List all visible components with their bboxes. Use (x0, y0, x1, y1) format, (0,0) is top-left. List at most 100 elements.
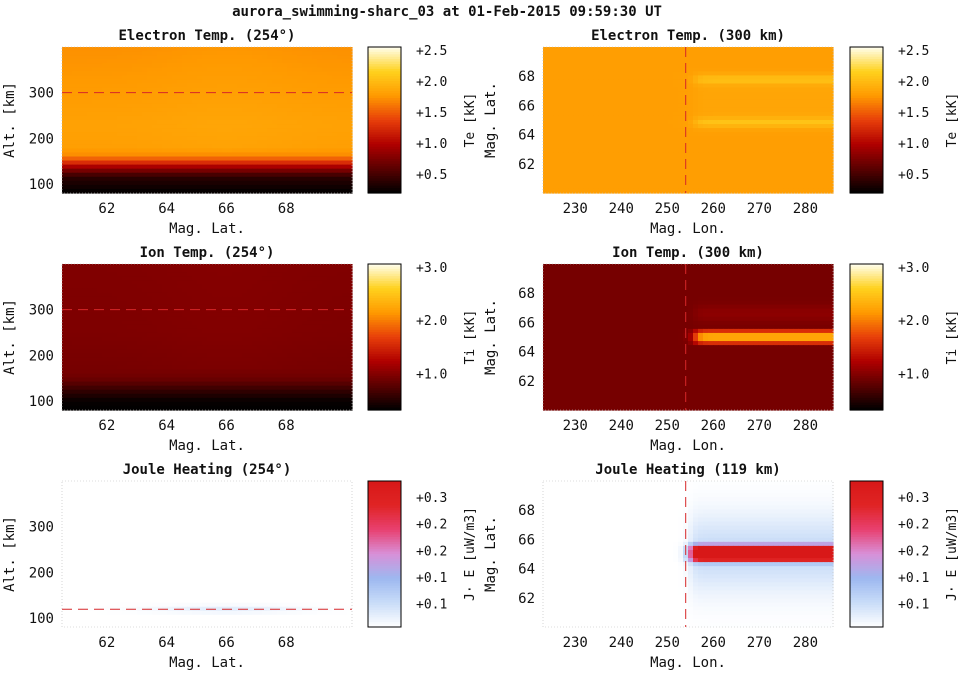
heatmap-cell (773, 107, 779, 113)
heatmap-cell (648, 51, 654, 56)
heatmap-cell (142, 172, 148, 178)
heatmap-cell (678, 83, 684, 89)
heatmap-cell (613, 71, 619, 76)
heatmap-cell (162, 292, 168, 298)
heatmap-cell (172, 79, 178, 85)
heatmap-cell (122, 172, 128, 178)
heatmap-cell (157, 296, 163, 302)
heatmap-cell (603, 75, 609, 81)
heatmap-cell (297, 95, 303, 101)
heatmap-cell (773, 51, 779, 56)
heatmap-cell (708, 47, 714, 52)
heatmap-cell (137, 99, 143, 105)
heatmap-cell (628, 168, 634, 174)
y-axis-label: Mag. Lat. (483, 82, 499, 158)
heatmap-cell (267, 51, 273, 56)
heatmap-cell (663, 67, 669, 72)
heatmap-cell (292, 128, 298, 133)
heatmap-cell (638, 83, 644, 89)
heatmap-cell (568, 91, 574, 97)
heatmap-cell (292, 115, 298, 121)
heatmap-cell (167, 188, 173, 194)
heatmap-cell (222, 107, 228, 113)
heatmap-cell (297, 272, 303, 277)
heatmap-cell (588, 67, 594, 72)
heatmap-cell (167, 79, 173, 85)
heatmap-cell (102, 268, 108, 273)
heatmap-cell (312, 276, 318, 281)
heatmap-cell (728, 184, 734, 190)
heatmap-cell (548, 99, 554, 105)
heatmap-cell (177, 300, 183, 306)
heatmap-cell (688, 87, 694, 93)
heatmap-cell (583, 55, 589, 60)
heatmap-cell (317, 288, 323, 293)
heatmap-cell (803, 140, 809, 145)
heatmap-cell (768, 124, 774, 129)
heatmap-cell (157, 63, 163, 68)
heatmap-cell (608, 180, 614, 186)
heatmap-cell (182, 152, 188, 158)
heatmap-cell (768, 136, 774, 141)
heatmap-cell (598, 164, 604, 170)
heatmap-cell (347, 75, 353, 81)
heatmap-cell (553, 71, 559, 76)
heatmap-cell (292, 63, 298, 68)
heatmap-cell (798, 95, 804, 101)
heatmap-cell (743, 140, 749, 145)
heatmap-cell (97, 188, 103, 194)
heatmap-cell (598, 55, 604, 60)
heatmap-cell (733, 67, 739, 72)
heatmap-cell (317, 176, 323, 182)
heatmap-cell (623, 180, 629, 186)
heatmap-cell (593, 63, 599, 68)
heatmap-cell (142, 264, 148, 269)
heatmap-cell (72, 272, 78, 277)
heatmap-cell (678, 107, 684, 113)
heatmap-cell (257, 176, 263, 182)
heatmap-cell (808, 168, 814, 174)
heatmap-cell (132, 55, 138, 60)
heatmap-cell (322, 132, 328, 137)
heatmap-cell (107, 87, 113, 93)
heatmap-cell (167, 156, 173, 162)
heatmap-cell (97, 115, 103, 121)
heatmap-cell (608, 124, 614, 129)
heatmap-cell (102, 272, 108, 277)
heatmap-cell (828, 99, 834, 105)
heatmap-cell (783, 59, 789, 64)
heatmap-cell (778, 83, 784, 89)
heatmap-cell (102, 296, 108, 302)
heatmap-cell (107, 59, 113, 64)
heatmap-cell (152, 268, 158, 273)
heatmap-cell (282, 268, 288, 273)
heatmap-cell (282, 152, 288, 158)
heatmap-cell (167, 292, 173, 298)
heatmap-cell (142, 144, 148, 149)
heatmap-cell (718, 91, 724, 97)
colorbar-segment (368, 146, 401, 150)
heatmap-cell (327, 296, 333, 302)
heatmap-cell (67, 55, 73, 60)
heatmap-cell (728, 59, 734, 64)
heatmap-cell (578, 63, 584, 68)
heatmap-cell (327, 128, 333, 133)
colorbar-segment (850, 178, 883, 182)
heatmap-cell (262, 180, 268, 186)
heatmap-cell (322, 152, 328, 158)
heatmap-cell (117, 164, 123, 170)
heatmap-cell (172, 87, 178, 93)
heatmap-cell (177, 284, 183, 289)
heatmap-cell (202, 83, 208, 89)
heatmap-cell (728, 172, 734, 178)
heatmap-cell (162, 156, 168, 162)
heatmap-cell (182, 288, 188, 293)
heatmap-cell (292, 87, 298, 93)
heatmap-cell (758, 148, 764, 154)
colorbar-segment (850, 127, 883, 131)
heatmap-cell (147, 152, 153, 158)
heatmap-cell (648, 168, 654, 174)
heatmap-cell (272, 276, 278, 281)
heatmap-cell (217, 128, 223, 133)
